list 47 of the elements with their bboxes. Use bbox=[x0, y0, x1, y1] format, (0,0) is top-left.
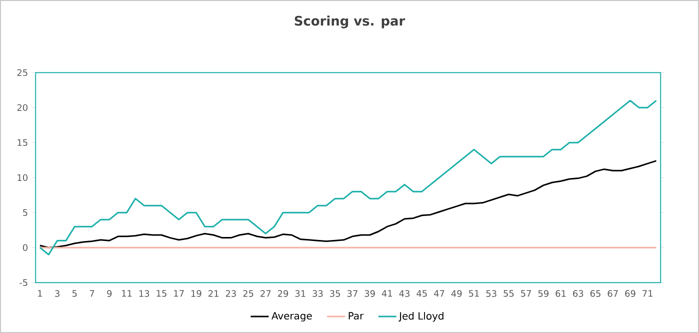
x-tick-label: 35 bbox=[330, 290, 340, 297]
legend-label: Jed Lloyd bbox=[398, 312, 444, 322]
x-tick-label: 25 bbox=[243, 290, 254, 297]
x-tick-label: 51 bbox=[468, 290, 479, 297]
y-tick-label: 10 bbox=[18, 174, 28, 181]
x-tick-label: 43 bbox=[399, 290, 410, 297]
x-tick-label: 45 bbox=[416, 290, 427, 297]
x-tick-label: 69 bbox=[625, 290, 636, 297]
x-tick-label: 39 bbox=[364, 290, 375, 297]
x-tick-label: 47 bbox=[434, 290, 444, 297]
x-tick-label: 55 bbox=[504, 290, 514, 297]
x-tick-label: 49 bbox=[451, 290, 462, 297]
x-tick-label: 5 bbox=[72, 290, 77, 297]
x-tick-label: 57 bbox=[521, 290, 531, 297]
x-tick-label: 37 bbox=[347, 290, 358, 297]
x-tick-label: 15 bbox=[156, 290, 166, 297]
x-tick-label: 29 bbox=[278, 290, 288, 297]
y-tick-label: 0 bbox=[22, 244, 28, 251]
x-tick-label: 3 bbox=[55, 290, 60, 297]
x-tick-label: 31 bbox=[295, 290, 306, 297]
x-tick-label: 41 bbox=[382, 290, 392, 297]
x-tick-label: 61 bbox=[556, 290, 566, 297]
x-tick-label: 21 bbox=[208, 290, 218, 297]
legend-label: Par bbox=[348, 312, 364, 320]
x-tick-label: 23 bbox=[226, 290, 236, 297]
x-tick-label: 27 bbox=[260, 290, 271, 297]
y-tick-label: 5 bbox=[23, 209, 28, 216]
x-tick-label: 7 bbox=[90, 290, 94, 297]
x-tick-label: 11 bbox=[122, 290, 132, 297]
y-tick-label: 20 bbox=[17, 104, 28, 111]
legend-label: Average bbox=[272, 312, 312, 322]
x-tick-label: 33 bbox=[312, 290, 323, 297]
x-tick-label: 13 bbox=[139, 290, 150, 297]
x-tick-label: 19 bbox=[191, 290, 202, 297]
chart-title: Scoring vs. par bbox=[294, 16, 406, 28]
x-tick-label: 1 bbox=[38, 290, 42, 297]
y-tick-label: -5 bbox=[20, 279, 28, 286]
x-tick-label: 17 bbox=[174, 290, 184, 297]
x-tick-label: 65 bbox=[590, 290, 600, 297]
x-tick-label: 63 bbox=[573, 290, 584, 297]
x-tick-label: 67 bbox=[608, 290, 618, 297]
x-tick-label: 71 bbox=[642, 290, 652, 297]
x-tick-label: 59 bbox=[538, 290, 548, 297]
x-tick-label: 9 bbox=[107, 290, 112, 297]
y-tick-label: 25 bbox=[17, 69, 28, 76]
y-tick-label: 15 bbox=[18, 139, 28, 146]
x-tick-label: 53 bbox=[486, 290, 496, 297]
